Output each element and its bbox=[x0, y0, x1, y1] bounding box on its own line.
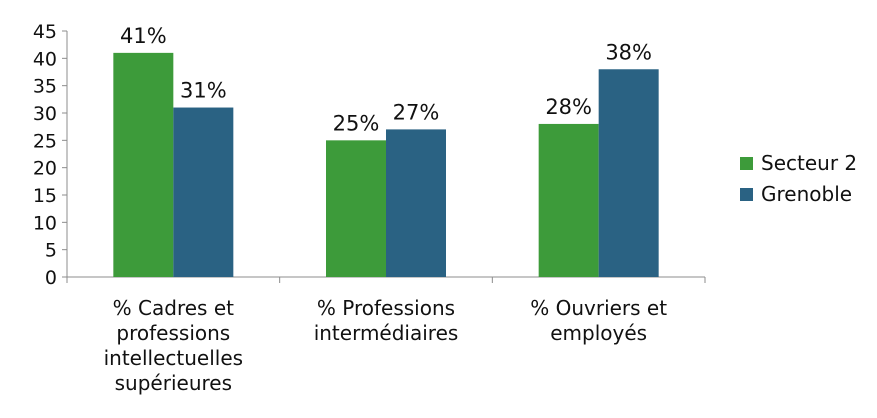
y-tick-label: 10 bbox=[33, 212, 57, 234]
data-label: 31% bbox=[180, 79, 227, 103]
x-category-label-line: % Professions bbox=[317, 296, 455, 320]
x-category-label: % Cadres et professions intellectuelles sup… bbox=[104, 296, 243, 395]
legend-label: Grenoble bbox=[761, 182, 852, 206]
y-tick-label: 15 bbox=[33, 185, 57, 207]
y-tick-label: 20 bbox=[33, 158, 57, 180]
y-tick-label: 40 bbox=[33, 48, 57, 70]
legend-label: Secteur 2 bbox=[761, 151, 857, 175]
x-category-label: % Professions intermédiaires bbox=[314, 296, 459, 345]
y-axis: 0 5 10 15 20 25 30 35 40 45 bbox=[33, 21, 68, 289]
x-category-label-line: employés bbox=[550, 321, 647, 345]
data-label: 28% bbox=[545, 95, 592, 119]
legend: Secteur 2 Grenoble bbox=[740, 151, 857, 206]
y-tick-label: 30 bbox=[33, 103, 57, 125]
x-category-label-line: professions bbox=[116, 321, 230, 345]
x-category-label-line: intermédiaires bbox=[314, 321, 459, 345]
bar-secteur-2 bbox=[113, 52, 174, 277]
legend-swatch bbox=[740, 157, 753, 170]
bar-grenoble bbox=[386, 129, 446, 277]
data-labels: 41% 31% 25% 27% 28% 38% bbox=[120, 24, 652, 135]
bar-secteur-2 bbox=[326, 140, 386, 277]
x-axis bbox=[66, 276, 706, 283]
data-label: 27% bbox=[393, 100, 440, 124]
y-tick-label: 45 bbox=[33, 21, 57, 43]
bar-secteur-2 bbox=[538, 123, 599, 277]
bar-grenoble bbox=[598, 69, 659, 278]
data-label: 38% bbox=[605, 40, 652, 64]
y-tick-label: 25 bbox=[33, 130, 57, 152]
x-category-label-line: intellectuelles bbox=[104, 346, 243, 370]
y-tick-label: 5 bbox=[45, 240, 57, 262]
x-category-label: % Ouvriers et employés bbox=[530, 296, 667, 345]
y-tick-label: 0 bbox=[45, 267, 57, 289]
x-category-label-line: % Ouvriers et bbox=[530, 296, 667, 320]
legend-swatch bbox=[740, 188, 753, 201]
data-label: 25% bbox=[333, 111, 380, 135]
bar-grenoble bbox=[173, 107, 234, 278]
x-category-label-line: supérieures bbox=[115, 371, 232, 395]
category-labels: % Cadres et professions intellectuelles sup… bbox=[104, 296, 668, 395]
data-label: 41% bbox=[120, 24, 167, 48]
y-tick-label: 35 bbox=[33, 76, 57, 98]
bars bbox=[113, 52, 659, 278]
x-category-label-line: % Cadres et bbox=[113, 296, 234, 320]
